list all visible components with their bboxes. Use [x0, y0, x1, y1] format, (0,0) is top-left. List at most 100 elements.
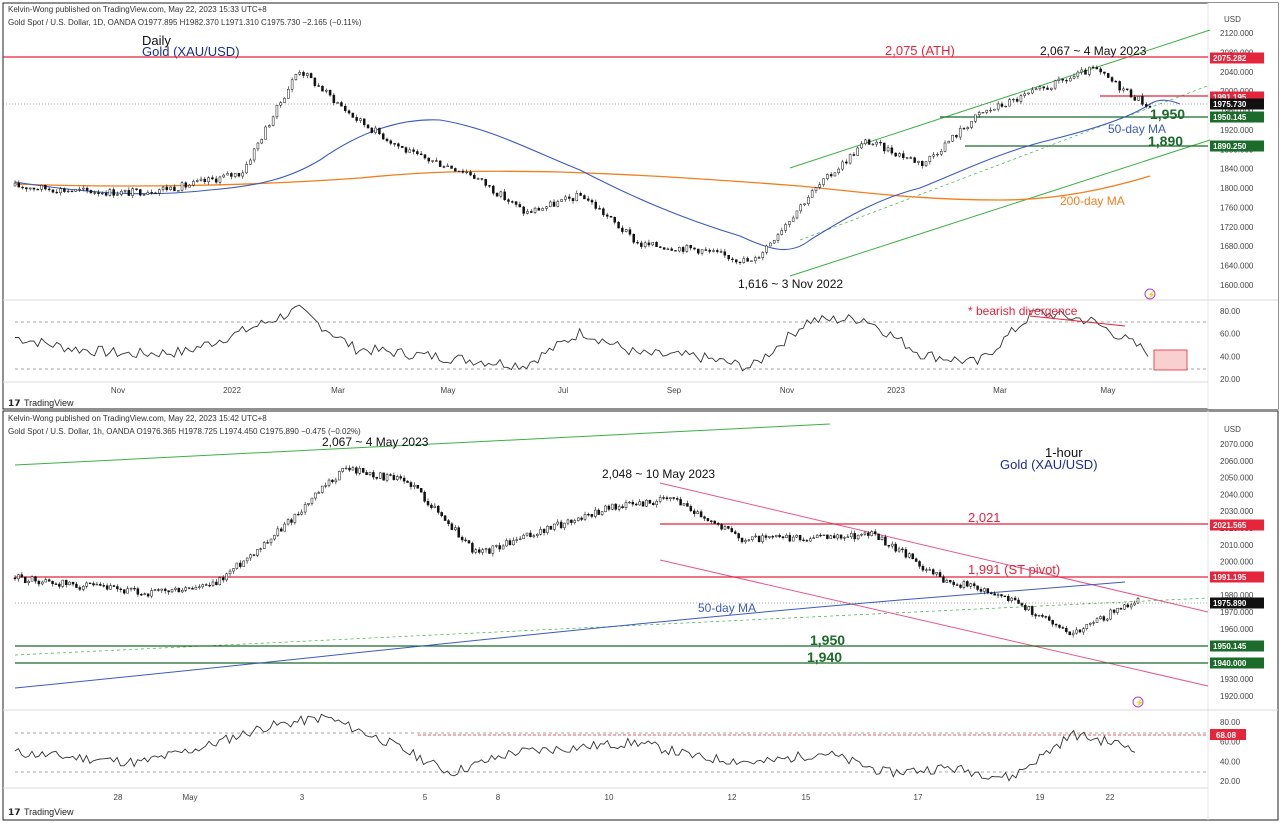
- hourly-candle: [713, 520, 716, 524]
- hourly-candle: [870, 531, 874, 536]
- hourly-candle: [167, 590, 170, 593]
- daily-candle: [761, 252, 765, 258]
- daily-candle: [776, 234, 780, 241]
- hourly-candle: [583, 514, 587, 520]
- daily-candle: [909, 157, 913, 159]
- hourly-candle: [1065, 627, 1068, 632]
- hourly-rsi-tick: 20.00: [1220, 777, 1241, 786]
- daily-candle: [260, 139, 263, 144]
- daily-rsi-tick: 80.00: [1220, 307, 1241, 316]
- hourly-y-tick: 2040.000: [1220, 490, 1254, 499]
- hourly-candle: [150, 590, 153, 597]
- daily-candle: [366, 124, 370, 129]
- hourly-candle: [136, 588, 140, 595]
- daily-y-tick: 1800.000: [1220, 184, 1254, 193]
- daily-x-tick: Mar: [331, 386, 345, 395]
- hourly-candle: [952, 581, 955, 585]
- hourly-candle: [338, 471, 341, 481]
- daily-candle: [123, 189, 127, 192]
- hourly-candle: [645, 499, 648, 507]
- hourly-candle: [372, 472, 375, 478]
- hourly-candle: [508, 540, 512, 546]
- hourly-candle: [860, 534, 863, 536]
- daily-candle: [150, 192, 153, 194]
- hourly-y-tick: 1960.000: [1220, 625, 1254, 634]
- hourly-candle: [44, 579, 47, 583]
- daily-candle: [457, 170, 461, 173]
- hourly-candle: [675, 498, 679, 500]
- hourly-candle: [972, 583, 976, 587]
- daily-candle: [939, 151, 943, 155]
- hourly-pivot-label: 1,991 (ST pivot): [968, 562, 1060, 577]
- hourly-candle: [54, 583, 58, 585]
- hourly-candle: [679, 499, 682, 506]
- daily-price-tag-label: 1890.250: [1213, 142, 1247, 151]
- hourly-candle: [430, 504, 433, 508]
- hourly-candle: [283, 523, 286, 532]
- hourly-candle: [914, 558, 918, 562]
- daily-candle: [400, 145, 404, 148]
- daily-candle: [598, 208, 601, 210]
- daily-candle: [290, 79, 294, 90]
- daily-candle: [328, 89, 332, 96]
- hourly-candle: [901, 548, 904, 550]
- daily-alert-icon[interactable]: [1144, 288, 1156, 300]
- daily-candle: [1088, 66, 1091, 75]
- hourly-candle: [157, 589, 160, 591]
- hourly-candle: [20, 574, 24, 578]
- daily-candle: [283, 98, 286, 103]
- daily-candle: [681, 247, 685, 252]
- daily-candle: [822, 178, 825, 185]
- hourly-candle: [1078, 629, 1082, 633]
- daily-candle: [753, 257, 757, 262]
- hourly-2021-label: 2,021: [968, 510, 1001, 525]
- hourly-candle: [191, 588, 194, 590]
- daily-candle: [404, 147, 408, 153]
- hourly-candle: [689, 506, 693, 512]
- hourly-candle: [1061, 627, 1065, 629]
- daily-candle: [1103, 71, 1106, 74]
- hourly-candle: [41, 581, 44, 585]
- hourly-alert-icon[interactable]: [1132, 696, 1144, 708]
- hourly-candle: [1106, 618, 1109, 621]
- hourly-candle: [102, 585, 105, 587]
- hourly-candle: [146, 593, 150, 597]
- daily-candle: [643, 242, 647, 247]
- daily-candle: [226, 173, 229, 176]
- daily-ma50-line: [14, 99, 1181, 251]
- daily-candle: [867, 139, 871, 145]
- hourly-candle: [658, 497, 662, 502]
- hourly-ma50-line: [14, 581, 1126, 689]
- hourly-candle: [607, 505, 611, 510]
- hourly-candle: [351, 467, 355, 471]
- daily-candle: [127, 189, 131, 196]
- daily-candle: [579, 193, 582, 196]
- daily-candle: [503, 191, 506, 200]
- hourly-candle: [361, 468, 365, 473]
- daily-candle: [180, 182, 184, 191]
- hourly-candle: [464, 539, 467, 542]
- daily-candle: [264, 126, 267, 140]
- daily-candle: [636, 242, 639, 244]
- hourly-candle: [611, 503, 614, 510]
- hourly-candle: [413, 485, 416, 487]
- svg-text:TradingView: TradingView: [24, 398, 74, 408]
- daily-candle: [492, 185, 495, 194]
- daily-title-instrument: Gold (XAU/USD): [142, 44, 240, 59]
- hourly-candle: [225, 573, 228, 581]
- hourly-candle: [1123, 604, 1126, 610]
- daily-candle: [928, 155, 932, 162]
- hourly-candle: [389, 474, 392, 476]
- daily-candle: [704, 249, 708, 251]
- daily-candle: [837, 168, 840, 174]
- hourly-candle: [1007, 596, 1010, 601]
- hourly-candle: [61, 579, 65, 587]
- daily-candle: [378, 127, 381, 134]
- daily-candle: [613, 216, 617, 223]
- hourly-candle: [597, 509, 600, 515]
- hourly-candle: [324, 485, 327, 487]
- hourly-candle: [239, 562, 242, 567]
- hourly-candle: [512, 540, 515, 546]
- hourly-candle: [266, 542, 269, 544]
- hourly-candle: [740, 537, 744, 543]
